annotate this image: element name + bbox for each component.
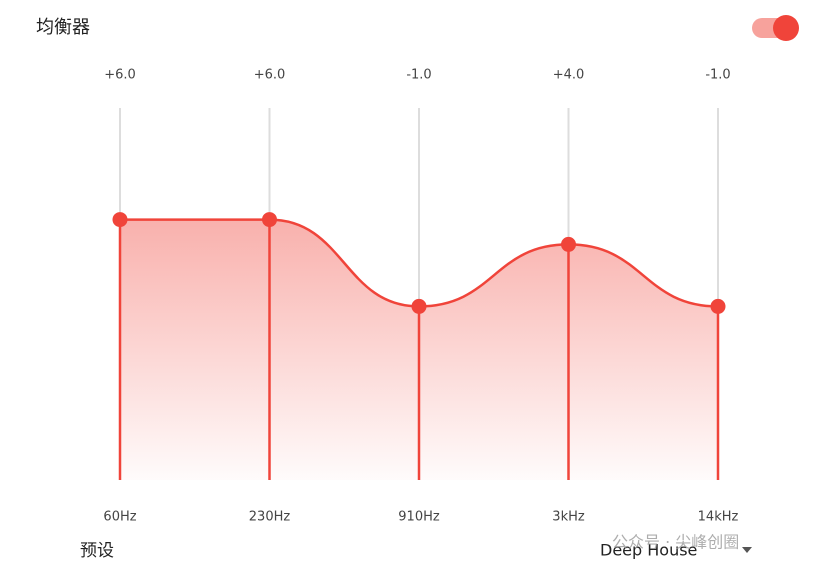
toggle-knob xyxy=(773,15,799,41)
value-label: +4.0 xyxy=(553,68,585,83)
watermark: 公众号 · 尖峰创圈 xyxy=(612,533,739,552)
band-handle[interactable] xyxy=(710,298,726,314)
dropdown-arrow[interactable] xyxy=(742,547,752,553)
plot: +6.0 60Hz +6.0 230Hz -1.0 910Hz +4.0 3kHz -1.0 14… xyxy=(103,68,738,525)
value-label: +6.0 xyxy=(254,68,286,83)
preset-value[interactable]: Deep House xyxy=(600,541,697,560)
band-handle[interactable] xyxy=(411,298,427,314)
preset-label: 预设 xyxy=(80,541,114,561)
value-label: -1.0 xyxy=(406,68,431,83)
value-label: +6.0 xyxy=(104,68,136,83)
band-label: 60Hz xyxy=(103,510,136,525)
title: 均衡器 xyxy=(36,17,90,38)
band-label: 14kHz xyxy=(698,510,739,525)
value-label: -1.0 xyxy=(705,68,730,83)
band-label: 910Hz xyxy=(398,510,440,525)
band-label: 3kHz xyxy=(552,510,585,525)
band-handle[interactable] xyxy=(112,212,128,228)
toggle[interactable] xyxy=(752,15,799,41)
band-handle[interactable] xyxy=(262,212,277,228)
band-handle[interactable] xyxy=(561,236,576,252)
band-label: 230Hz xyxy=(249,510,291,525)
